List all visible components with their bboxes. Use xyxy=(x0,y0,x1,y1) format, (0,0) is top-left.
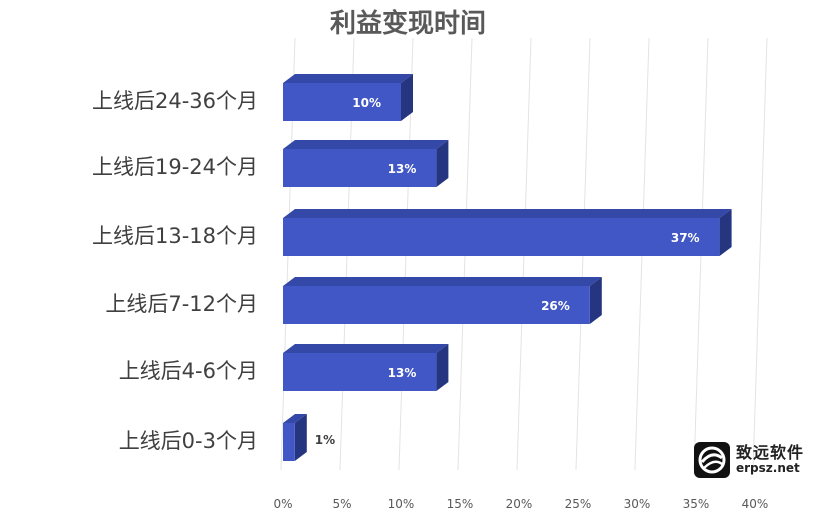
bar xyxy=(283,353,437,391)
category-label: 上线后4-6个月 xyxy=(119,359,258,383)
category-label: 上线后24-36个月 xyxy=(92,89,258,113)
bar-side-face xyxy=(294,414,307,461)
x-tick-label: 20% xyxy=(506,497,533,511)
x-tick-label: 30% xyxy=(624,497,651,511)
bar xyxy=(283,218,720,256)
x-tick-label: 15% xyxy=(447,497,474,511)
bar-top-face xyxy=(283,414,307,423)
bar-top-face xyxy=(283,277,602,286)
gridline xyxy=(752,37,768,471)
bar-top-face xyxy=(283,140,449,149)
category-label: 上线后13-18个月 xyxy=(92,224,258,248)
bar-side-face xyxy=(436,140,449,187)
logo-icon xyxy=(694,442,730,478)
category-label: 上线后7-12个月 xyxy=(105,292,258,316)
x-tick-label: 10% xyxy=(388,497,415,511)
bar-top-face xyxy=(283,344,449,353)
data-label: 13% xyxy=(388,162,417,176)
bar xyxy=(283,83,401,121)
bar-side-face xyxy=(589,277,602,324)
chart-title: 利益变现时间 xyxy=(330,8,486,39)
data-label: 1% xyxy=(315,433,335,447)
bar-top-face xyxy=(283,209,732,218)
bar-side-face xyxy=(436,344,449,391)
watermark-name: 致远软件 xyxy=(736,443,805,463)
category-label: 上线后19-24个月 xyxy=(92,155,258,179)
data-label: 37% xyxy=(671,231,700,245)
bar xyxy=(283,149,437,187)
data-label: 10% xyxy=(352,96,381,110)
watermark-url: erpsz.net xyxy=(736,461,800,476)
x-tick-label: 0% xyxy=(273,497,292,511)
data-label: 13% xyxy=(388,366,417,380)
x-tick-label: 35% xyxy=(683,497,710,511)
bar-side-face xyxy=(719,209,732,256)
watermark: 致远软件 erpsz.net xyxy=(694,440,804,480)
bar-top-face xyxy=(283,74,413,83)
x-tick-label: 5% xyxy=(332,497,351,511)
bar xyxy=(283,286,590,324)
category-label: 上线后0-3个月 xyxy=(119,429,258,453)
x-tick-label: 40% xyxy=(742,497,769,511)
data-label: 26% xyxy=(541,299,570,313)
bar xyxy=(283,423,295,461)
x-tick-label: 25% xyxy=(565,497,592,511)
bar-side-face xyxy=(401,74,413,121)
